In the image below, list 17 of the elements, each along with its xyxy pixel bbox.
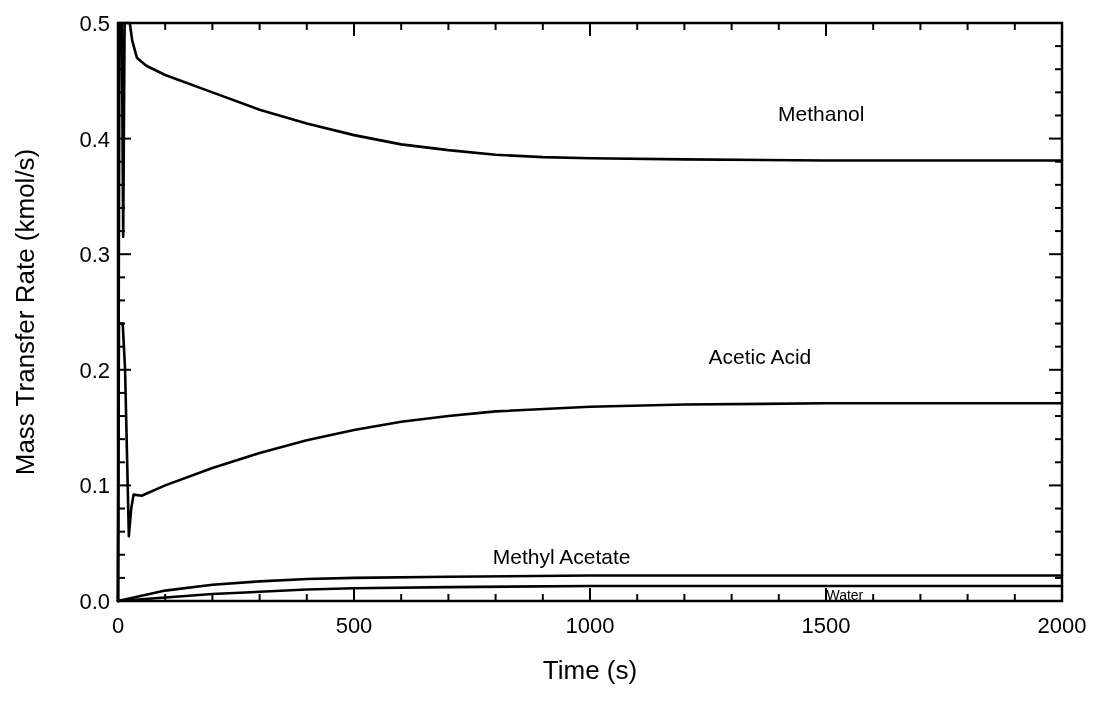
y-tick-label: 0.1 [79,473,110,499]
y-tick-label: 0.2 [79,357,110,383]
series-label: Methyl Acetate [492,544,631,568]
y-tick-label: 0.3 [79,242,110,268]
y-tick-label: 0.5 [79,11,110,36]
x-tick-label: 1000 [565,613,615,638]
series-label: Methanol [778,101,865,125]
series-label: Water [826,586,864,603]
x-tick-label: 0 [111,613,125,638]
x-axis-title: Time (s) [542,655,638,685]
x-tick-label: 500 [335,613,373,638]
y-tick-label: 0.4 [79,126,110,152]
series-label: Acetic Acid [708,344,812,368]
x-tick-label: 1500 [801,613,851,638]
y-tick-label: 0.0 [79,589,110,614]
x-tick-label: 2000 [1037,613,1087,638]
y-axis-title: Mass Transfer Rate (kmol/s) [10,148,40,476]
